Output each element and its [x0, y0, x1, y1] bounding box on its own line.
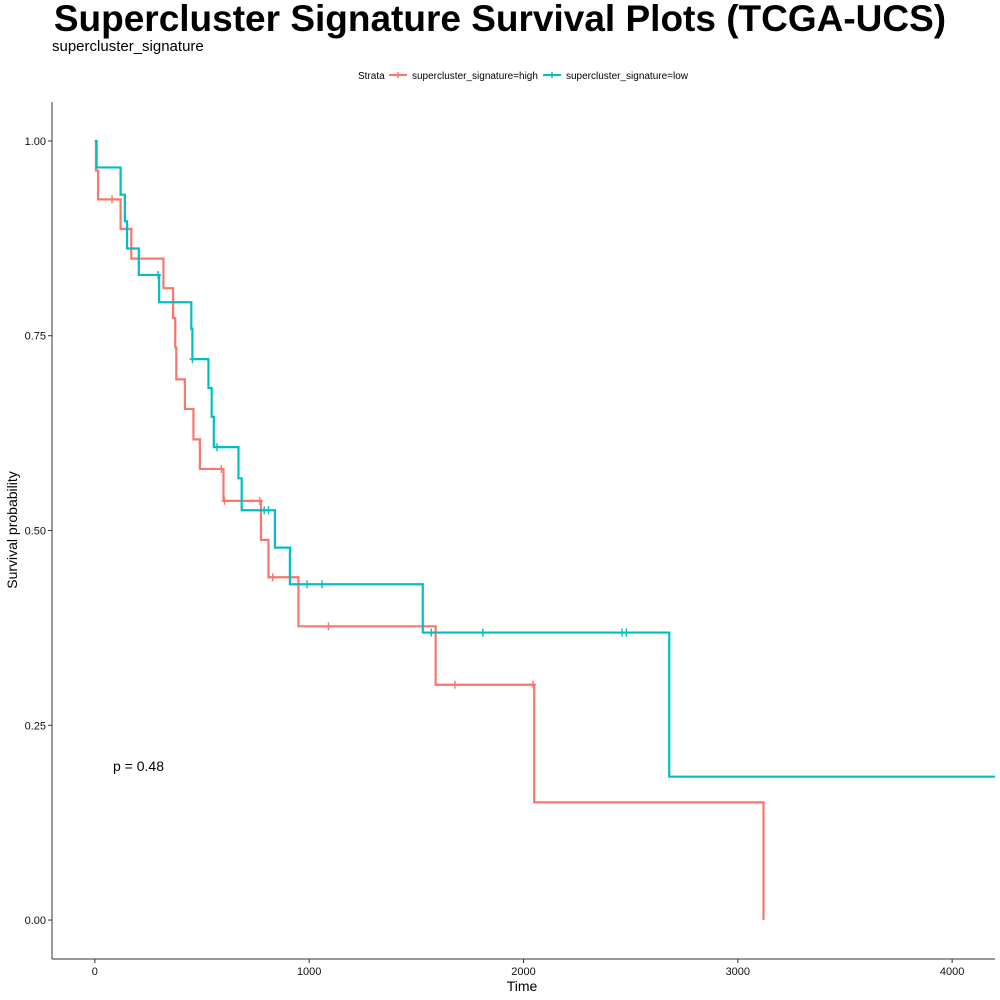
y-axis-title: Survival probability [4, 471, 20, 589]
y-tick-label: 0.50 [25, 526, 46, 538]
chart-title: Supercluster Signature Survival Plots (T… [54, 0, 946, 39]
plot-series [94, 139, 995, 921]
legend-title: Strata [358, 71, 385, 82]
legend-entry-high: supercluster_signature=high [389, 71, 538, 82]
p-value-annotation: p = 0.48 [113, 758, 164, 774]
y-tick-label: 1.00 [25, 136, 46, 148]
x-tick-label: 0 [92, 966, 98, 978]
x-tick-label: 4000 [940, 966, 964, 978]
legend-entry-low: supercluster_signature=low [543, 71, 689, 82]
x-ticks: 0 1000 2000 3000 4000 [92, 959, 964, 978]
x-axis-title: Time [507, 978, 538, 994]
legend: Strata supercluster_signature=high super… [358, 71, 689, 82]
survival-curve-low [94, 139, 995, 778]
x-tick-label: 2000 [511, 966, 535, 978]
chart-subtitle: supercluster_signature [52, 38, 204, 55]
y-ticks: 0.00 0.25 0.50 0.75 1.00 [25, 136, 52, 927]
y-tick-label: 0.00 [25, 915, 46, 927]
y-tick-label: 0.75 [25, 331, 46, 343]
x-tick-label: 1000 [297, 966, 321, 978]
y-tick-label: 0.25 [25, 720, 46, 732]
x-tick-label: 3000 [726, 966, 750, 978]
legend-label-high: supercluster_signature=high [412, 71, 538, 82]
legend-label-low: supercluster_signature=low [566, 71, 689, 82]
survival-curve-high [94, 139, 765, 921]
